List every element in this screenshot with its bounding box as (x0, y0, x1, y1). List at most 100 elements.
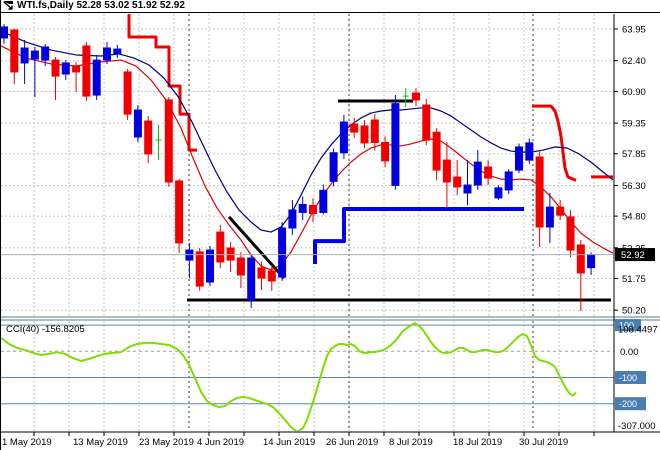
candle-body (473, 161, 482, 186)
candle-body (195, 251, 204, 287)
chart-title-bar: WTI.fs,Daily 52.28 53.02 51.92 52.92 (1, 0, 660, 13)
candle-body (339, 121, 348, 154)
candle-body (442, 159, 451, 183)
candle-body (350, 123, 359, 133)
candle-body (51, 59, 60, 77)
candle-body (484, 166, 493, 179)
cci-tag-100-label: 100 (619, 321, 634, 331)
time-axis[interactable]: 1 May 2019 13 May 2019 23 May 2019 4 Jun 20… (2, 432, 595, 448)
cci-tag-minus200-label: -200 (619, 399, 637, 409)
candle-body (298, 203, 307, 213)
candle-body (319, 189, 328, 213)
candle-body (525, 142, 534, 161)
candle-body (257, 267, 266, 279)
candle-body (576, 244, 585, 274)
cci-min-label: -307.000 (618, 421, 656, 432)
red-step-line-may (127, 14, 197, 152)
candle-body (20, 47, 29, 64)
chart-title: WTI.fs,Daily 52.28 53.02 51.92 52.92 (17, 0, 185, 11)
candle-body (463, 184, 472, 194)
candle-body (30, 50, 39, 60)
current-price-tag-label: 52.92 (621, 250, 645, 261)
cci-tag-minus200 (615, 397, 646, 411)
candle-body (267, 270, 276, 282)
candle-body (185, 249, 194, 261)
candle-body (103, 47, 111, 61)
candle-body (144, 120, 153, 155)
candle-body (10, 29, 19, 73)
candle-body (412, 92, 420, 101)
candle-body (566, 216, 575, 251)
time-axis-label: 14 Jun 2019 (263, 437, 315, 448)
ma-fast-line (1, 45, 614, 271)
candle-body (504, 171, 513, 191)
price-axis[interactable]: 63.9562.4060.9059.3557.8556.3054.8053.25… (614, 25, 655, 317)
time-axis-label: 4 Jun 2019 (197, 437, 244, 448)
candle-body (133, 109, 142, 138)
symbol-icon (3, 1, 13, 10)
cci-tag-minus100 (615, 371, 646, 384)
candle-body (360, 125, 369, 144)
cci-max-label: 108.4497 (618, 325, 658, 336)
candle-body (164, 99, 173, 183)
candle-body (381, 141, 390, 162)
cci-indicator-label: CCI(40) -156.8205 (6, 324, 85, 335)
candle-body (329, 152, 338, 182)
price-axis-label: 51.75 (622, 274, 646, 285)
candle-body (587, 254, 596, 269)
time-axis-label: 8 Jul 2019 (389, 437, 433, 448)
price-axis-label: 59.35 (622, 119, 646, 130)
candle-body (72, 65, 81, 73)
candle-body (216, 231, 225, 263)
candle-body (61, 62, 70, 75)
time-axis-label: 30 Jul 2019 (519, 437, 568, 448)
candle-body (391, 103, 400, 186)
cci-tag-minus100-label: -100 (619, 373, 637, 383)
candle-body (309, 204, 317, 214)
cci-zero-label: 0.00 (620, 347, 639, 358)
cci-plot[interactable] (1, 321, 614, 432)
price-axis-label: 57.85 (622, 149, 646, 160)
candle-body (453, 176, 462, 188)
candle-body (41, 46, 50, 61)
time-axis-label: 13 May 2019 (73, 437, 128, 448)
candle-body (247, 257, 256, 301)
candle-body (422, 104, 431, 141)
current-price-tag (615, 248, 655, 262)
candle-body (92, 59, 101, 96)
candle-body (370, 119, 379, 143)
candle-body (494, 187, 503, 199)
candle-body (278, 227, 287, 278)
price-axis-label: 60.90 (622, 87, 646, 98)
candle-body (288, 209, 297, 229)
cci-line (1, 322, 577, 431)
candle-body (82, 45, 91, 97)
candle-body (123, 71, 132, 115)
time-axis-label: 18 Jul 2019 (453, 437, 502, 448)
price-axis-label: 62.40 (622, 56, 646, 67)
main-plot[interactable] (1, 14, 614, 316)
candle-body (113, 48, 122, 55)
cci-tag-100 (615, 319, 641, 332)
candle-body (535, 156, 544, 228)
price-axis-label: 50.20 (622, 306, 646, 317)
candle-body (1, 26, 8, 39)
candle-body (236, 257, 245, 276)
candle-body (515, 146, 523, 171)
price-axis-label: 54.80 (622, 212, 646, 223)
candle-body (432, 131, 441, 171)
price-axis-label: 63.95 (622, 25, 646, 36)
candle-body (226, 247, 235, 261)
time-axis-label: 26 Jun 2019 (326, 437, 378, 448)
candle-body (556, 206, 565, 216)
time-axis-label: 23 May 2019 (139, 437, 194, 448)
candle-body (175, 180, 184, 244)
blue-step-line (313, 206, 524, 264)
candle-body (206, 249, 214, 283)
candle-body (545, 206, 554, 228)
price-axis-label: 56.30 (622, 181, 646, 192)
red-step-line-jul (532, 104, 577, 182)
